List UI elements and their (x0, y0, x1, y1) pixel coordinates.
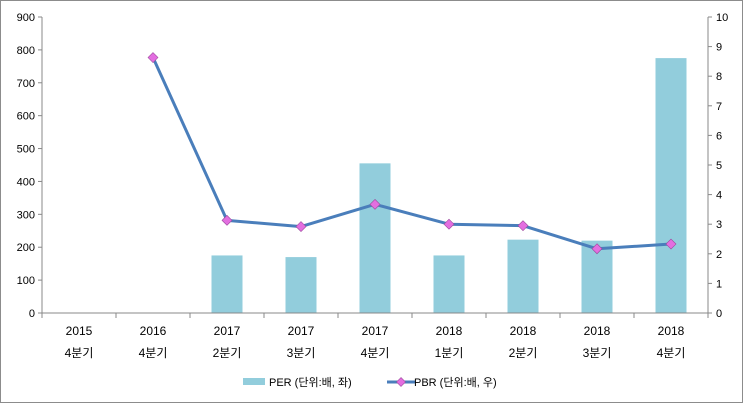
legend-pbr-marker (396, 377, 406, 387)
legend-per-swatch (243, 378, 265, 385)
pbr-point-marker (147, 52, 159, 63)
left-axis-tick-label: 500 (17, 144, 35, 156)
category-label-quarter: 3분기 (583, 346, 612, 360)
left-axis-tick-label: 0 (29, 308, 35, 320)
per-bar (655, 58, 687, 313)
legend-per-label: PER (단위:배, 좌) (269, 376, 352, 389)
left-axis-tick-label: 100 (17, 275, 35, 287)
legend-pbr-label: PBR (단위:배, 우) (414, 376, 497, 389)
category-label-quarter: 1분기 (435, 346, 464, 360)
category-label-year: 2017 (214, 324, 241, 338)
per-bars (211, 58, 687, 313)
left-axis-tick-label: 900 (17, 12, 35, 24)
left-axis-ticks: 0 100 200 300 400 500 600 700 800 900 (17, 12, 42, 320)
per-bar (507, 239, 539, 313)
category-label-year: 2015 (66, 324, 93, 338)
right-axis-tick-label: 6 (716, 130, 722, 142)
pbr-point-marker (221, 214, 233, 226)
right-axis-tick-label: 4 (716, 190, 722, 202)
left-axis-tick-label: 800 (17, 45, 35, 57)
right-axis-tick-label: 9 (716, 42, 722, 54)
left-axis-tick-label: 700 (17, 78, 35, 90)
category-label-quarter: 4분기 (139, 346, 168, 360)
pbr-point-marker (665, 238, 677, 250)
right-axis-tick-label: 8 (716, 71, 722, 83)
per-bar (433, 255, 465, 313)
category-label-year: 2018 (584, 324, 611, 338)
pbr-point-marker (295, 221, 307, 232)
legend: PER (단위:배, 좌) PBR (단위:배, 우) (243, 376, 497, 389)
category-label-year: 2018 (510, 324, 537, 338)
axes (41, 17, 709, 318)
pbr-line (147, 52, 677, 255)
category-label-quarter: 4분기 (65, 346, 94, 360)
left-axis-tick-label: 400 (17, 176, 35, 188)
per-bar (211, 255, 243, 313)
per-bar (359, 163, 391, 313)
left-axis-tick-label: 300 (17, 209, 35, 221)
left-axis-tick-label: 200 (17, 242, 35, 254)
category-label-year: 2018 (658, 324, 685, 338)
right-axis-tick-label: 1 (716, 278, 722, 290)
right-axis-tick-label: 3 (716, 219, 722, 231)
category-label-year: 2017 (362, 324, 389, 338)
pbr-point-marker (591, 243, 603, 255)
right-axis-tick-label: 7 (716, 101, 722, 113)
category-labels: 2015 4분기 2016 4분기 2017 2분기 2017 3분기 2017 4분기 2018 1… (65, 324, 686, 360)
per-bar (285, 257, 317, 313)
category-label-quarter: 2분기 (509, 346, 538, 360)
right-axis-tick-label: 2 (716, 249, 722, 261)
pbr-point-marker (443, 218, 455, 230)
category-label-quarter: 3분기 (287, 346, 316, 360)
category-label-year: 2017 (288, 324, 315, 338)
left-axis-tick-label: 600 (17, 111, 35, 123)
category-label-quarter: 4분기 (361, 346, 390, 360)
right-axis-tick-label: 10 (716, 12, 728, 24)
pbr-point-marker (517, 220, 529, 232)
pbr-series-line (151, 56, 672, 251)
category-label-year: 2018 (436, 324, 463, 338)
right-axis-ticks: 0 1 2 3 4 5 6 7 8 9 10 (708, 12, 728, 320)
pbr-point-marker (369, 198, 381, 210)
right-axis-tick-label: 0 (716, 308, 722, 320)
category-label-year: 2016 (140, 324, 167, 338)
category-label-quarter: 2분기 (213, 346, 242, 360)
right-axis-tick-label: 5 (716, 160, 722, 172)
category-label-quarter: 4분기 (657, 346, 686, 360)
